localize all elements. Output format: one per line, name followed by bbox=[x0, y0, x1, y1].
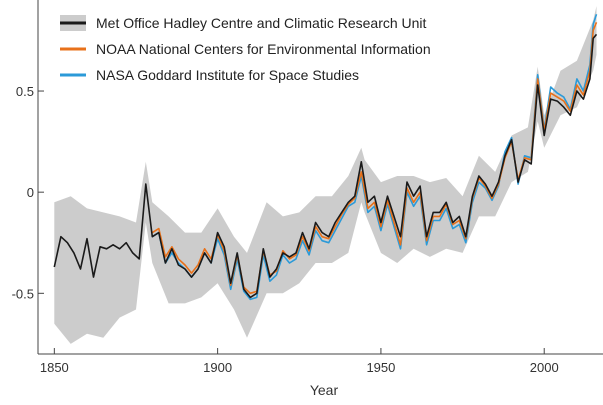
x-axis-label: Year bbox=[310, 382, 339, 398]
legend: Met Office Hadley Centre and Climatic Re… bbox=[60, 15, 431, 83]
y-tick-label: -0.5 bbox=[12, 286, 34, 301]
series-layer bbox=[53, 13, 598, 301]
x-tick-label: 1900 bbox=[203, 360, 232, 375]
legend-entry: Met Office Hadley Centre and Climatic Re… bbox=[60, 15, 427, 31]
axis-layer bbox=[37, 0, 603, 355]
y-tick-label: 0.5 bbox=[16, 84, 34, 99]
legend-entry: NASA Goddard Institute for Space Studies bbox=[60, 67, 359, 83]
uncertainty-band-layer bbox=[54, 6, 597, 344]
legend-entry: NOAA National Centers for Environmental … bbox=[60, 41, 431, 57]
x-tick-label: 1850 bbox=[40, 360, 69, 375]
x-tick-label: 1950 bbox=[366, 360, 395, 375]
x-tick-label: 2000 bbox=[530, 360, 559, 375]
legend-label: Met Office Hadley Centre and Climatic Re… bbox=[96, 15, 427, 31]
legend-label: NASA Goddard Institute for Space Studies bbox=[96, 67, 359, 83]
series-line-met-office bbox=[53, 33, 598, 299]
legend-label: NOAA National Centers for Environmental … bbox=[96, 41, 431, 57]
y-tick-label: 0 bbox=[27, 185, 34, 200]
tick-layer: 1850 1900 1950 2000 0.5 0 -0.5 bbox=[12, 84, 559, 375]
uncertainty-band bbox=[54, 6, 597, 344]
